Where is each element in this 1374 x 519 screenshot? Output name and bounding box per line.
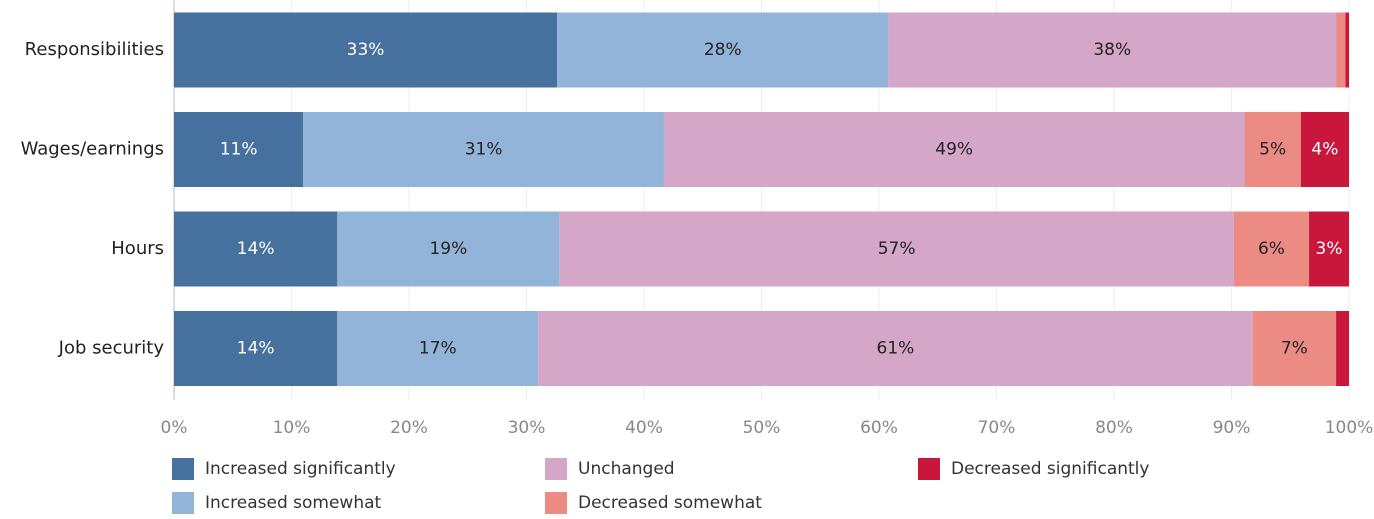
data-label: 33%: [347, 40, 385, 60]
bar-segment: [1345, 12, 1349, 88]
x-tick-label: 0%: [161, 418, 188, 438]
bar-segment: [174, 211, 338, 287]
legend-swatch: [545, 458, 567, 480]
legend-label: Increased somewhat: [205, 493, 382, 513]
legend-label: Decreased significantly: [951, 459, 1149, 479]
data-label: 31%: [465, 140, 503, 160]
bar-segment: [538, 311, 1253, 386]
x-tick-label: 50%: [743, 418, 781, 438]
legend-label: Increased significantly: [205, 459, 396, 479]
legend-swatch: [918, 458, 940, 480]
bar-segment: [174, 311, 338, 386]
bar-segment: [337, 211, 560, 287]
bar-segment: [1300, 112, 1349, 187]
legend-swatch: [172, 458, 194, 480]
bar-segment: [1233, 211, 1310, 287]
y-tick-label: Wages/earnings: [21, 139, 164, 160]
data-label: 61%: [877, 339, 915, 359]
data-label: 49%: [935, 140, 973, 160]
x-tick-label: 40%: [625, 418, 663, 438]
bar-segment: [559, 211, 1234, 287]
x-tick-label: 30%: [508, 418, 546, 438]
y-tick-label: Job security: [58, 338, 165, 359]
bar-segment: [303, 112, 664, 187]
bar-segment: [1336, 311, 1349, 386]
bar-segment: [1244, 112, 1301, 187]
bar-segment: [1252, 311, 1337, 386]
data-label: 6%: [1258, 239, 1285, 259]
data-label: 38%: [1093, 40, 1131, 60]
x-tick-label: 80%: [1095, 418, 1133, 438]
data-label: 7%: [1281, 339, 1308, 359]
legend-label: Decreased somewhat: [578, 493, 762, 513]
x-tick-label: 70%: [978, 418, 1016, 438]
bar-segment: [888, 12, 1337, 88]
bar-segment: [1309, 211, 1349, 287]
x-tick-label: 90%: [1213, 418, 1251, 438]
data-label: 19%: [429, 239, 467, 259]
data-label: 11%: [220, 140, 258, 160]
bar-segment: [174, 12, 558, 88]
legend-swatch: [545, 492, 567, 514]
x-tick-label: 60%: [860, 418, 898, 438]
data-label: 4%: [1311, 140, 1338, 160]
x-tick-label: 100%: [1325, 418, 1374, 438]
y-tick-label: Responsibilities: [25, 39, 164, 60]
data-label: 17%: [419, 339, 457, 359]
data-label: 5%: [1259, 140, 1286, 160]
bar-segment: [337, 311, 539, 386]
data-label: 14%: [237, 239, 275, 259]
bar-segment: [557, 12, 889, 88]
bar-segment: [174, 112, 304, 187]
x-tick-label: 10%: [273, 418, 311, 438]
x-tick-label: 20%: [390, 418, 428, 438]
data-label: 14%: [237, 339, 275, 359]
bar-segment: [663, 112, 1245, 187]
data-label: 3%: [1316, 239, 1343, 259]
bar-segment: [1336, 12, 1346, 88]
legend-swatch: [172, 492, 194, 514]
legend-label: Unchanged: [578, 459, 675, 479]
y-tick-label: Hours: [111, 238, 164, 259]
data-label: 57%: [878, 239, 916, 259]
data-label: 28%: [704, 40, 742, 60]
